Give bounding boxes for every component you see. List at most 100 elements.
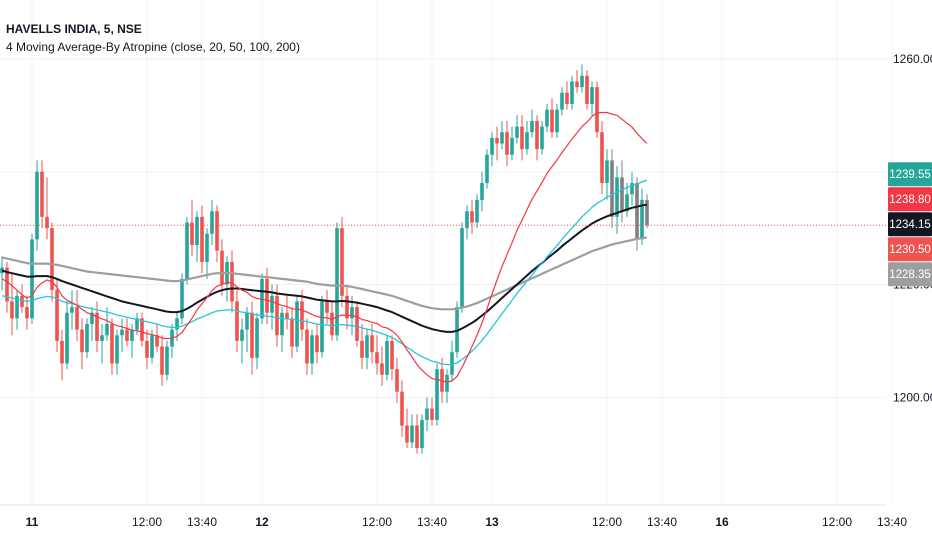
- candle-body: [605, 160, 609, 183]
- candle-body: [380, 363, 384, 375]
- candle-body: [165, 346, 169, 375]
- candle-body: [25, 307, 29, 319]
- price-label-bg: [888, 187, 932, 212]
- candle-body: [40, 171, 44, 217]
- candle-body: [520, 126, 524, 150]
- price-label: 1239.55: [889, 169, 931, 181]
- candles: [0, 64, 649, 454]
- ma20-line: [1, 111, 648, 383]
- candle-body: [175, 318, 179, 330]
- candle-body: [110, 323, 114, 364]
- candle-body: [420, 419, 424, 449]
- price-label: 1230.50: [889, 244, 931, 256]
- candle-body: [405, 425, 409, 443]
- candle-body: [350, 307, 354, 319]
- candle-body: [600, 132, 604, 183]
- candle-body: [485, 154, 489, 183]
- candle-body: [575, 81, 579, 88]
- price-label: 1238.80: [889, 194, 931, 206]
- candle-body: [530, 120, 534, 133]
- x-tick-label: 13:40: [417, 515, 447, 529]
- candle-body: [525, 132, 529, 150]
- candle-body: [105, 323, 109, 336]
- candle-body: [295, 301, 299, 347]
- candle-body: [645, 199, 649, 226]
- candle-body: [140, 318, 144, 341]
- candle-body: [150, 335, 154, 358]
- candle-body: [400, 391, 404, 426]
- candle-body: [580, 75, 584, 88]
- indicator-legend[interactable]: 4 Moving Average-By Atropine (close, 20,…: [6, 40, 300, 54]
- candle-body: [190, 222, 194, 246]
- x-axis[interactable]: 11 12:00 13:40 12 12:00 13:40 13 12:00 13:40 16 12…: [26, 515, 932, 529]
- candle-body: [155, 335, 159, 347]
- ma50-line: [1, 179, 648, 366]
- candle-body: [215, 211, 219, 251]
- symbol-title: HAVELLS INDIA, 5, NSE: [6, 22, 142, 36]
- candle-body: [335, 228, 339, 336]
- candle-body: [200, 216, 204, 262]
- candle-body: [85, 323, 89, 353]
- candle-body: [325, 301, 329, 313]
- candle-body: [160, 346, 164, 375]
- candle-body: [330, 312, 334, 336]
- price-label-bg: [888, 237, 932, 262]
- x-tick-label: 12:00: [362, 515, 392, 529]
- candle-body: [90, 312, 94, 324]
- candle-body: [230, 261, 234, 302]
- candle-body: [500, 132, 504, 144]
- candle-body: [275, 295, 279, 336]
- candle-body: [240, 329, 244, 341]
- candle-body: [100, 335, 104, 341]
- price-label: 1228.35: [889, 269, 931, 281]
- x-tick-label: 13:40: [877, 515, 907, 529]
- candle-body: [95, 312, 99, 341]
- candle-body: [450, 352, 454, 375]
- candle-body: [460, 228, 464, 308]
- candle-body: [60, 340, 64, 364]
- y-tick-label: 1260.00: [893, 52, 932, 66]
- candle-body: [495, 137, 499, 144]
- price-label-bg: [888, 262, 932, 287]
- candle-body: [65, 312, 69, 364]
- candle-body: [470, 211, 474, 223]
- candle-body: [315, 335, 319, 353]
- candle-body: [615, 177, 619, 217]
- candle-body: [135, 318, 139, 330]
- candle-body: [120, 329, 124, 336]
- price-label-bg: [888, 212, 932, 237]
- candle-body: [515, 126, 519, 138]
- candle-body: [205, 233, 209, 262]
- candle-body: [195, 216, 199, 246]
- candle-body: [590, 87, 594, 105]
- candle-body: [410, 425, 414, 443]
- candle-body: [430, 408, 434, 420]
- x-tick-label: 12:00: [822, 515, 852, 529]
- candle-body: [15, 295, 19, 319]
- candle-body: [20, 295, 24, 308]
- candle-body: [455, 307, 459, 353]
- candle-body: [550, 109, 554, 133]
- x-tick-label: 13:40: [647, 515, 677, 529]
- price-label: 1234.15: [889, 219, 931, 231]
- candle-body: [620, 177, 624, 212]
- candle-body: [640, 199, 644, 240]
- candle-body: [185, 222, 189, 279]
- candle-body: [305, 329, 309, 364]
- candle-body: [255, 318, 259, 358]
- candle-body: [70, 307, 74, 313]
- candle-body: [610, 160, 614, 217]
- candle-body: [595, 87, 599, 133]
- candle-body: [50, 228, 54, 291]
- candle-body: [5, 267, 9, 302]
- candle-body: [535, 120, 539, 150]
- candle-body: [545, 109, 549, 127]
- candle-body: [480, 182, 484, 200]
- candle-body: [290, 318, 294, 347]
- candle-body: [30, 239, 34, 319]
- candle-body: [80, 329, 84, 353]
- candle-body: [280, 312, 284, 336]
- candle-body: [465, 211, 469, 229]
